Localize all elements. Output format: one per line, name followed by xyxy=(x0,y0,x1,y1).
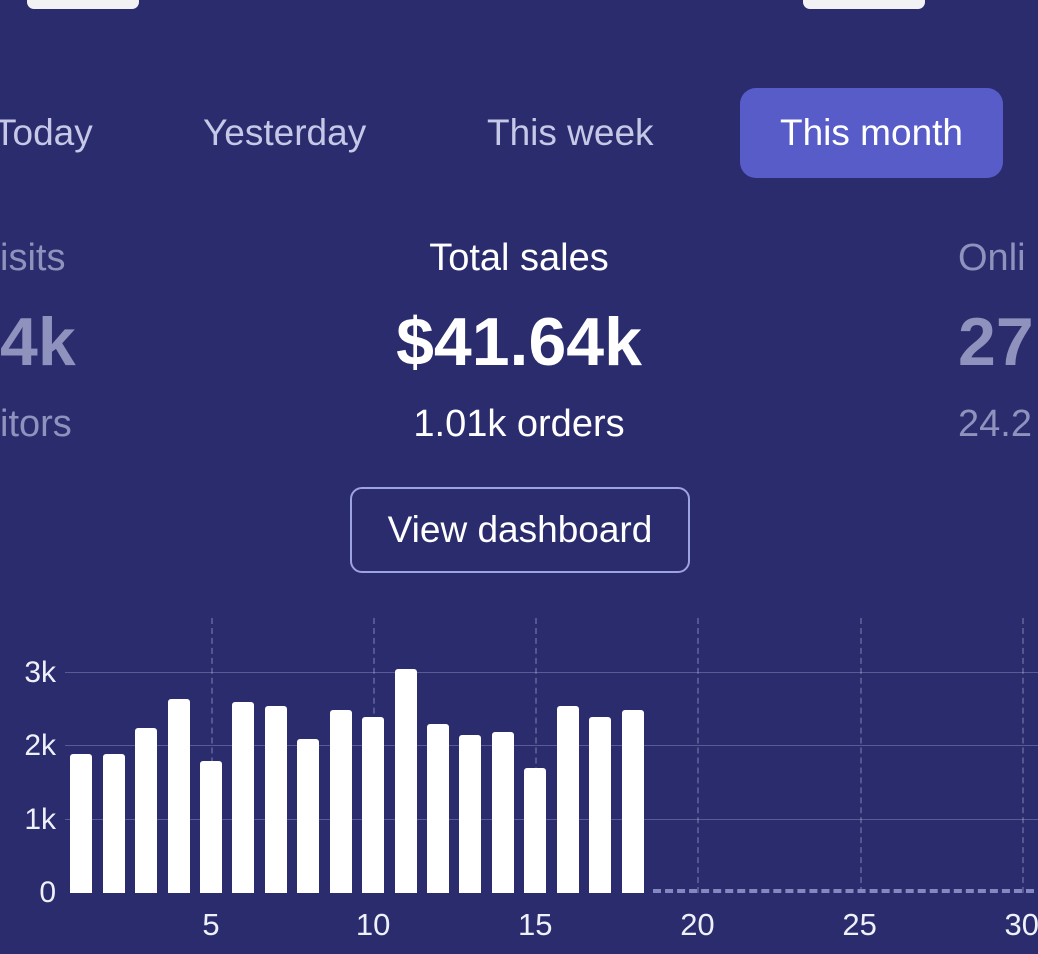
y-tick-label: 0 xyxy=(39,876,56,909)
chart-bar xyxy=(491,731,514,893)
chart-bar xyxy=(135,728,158,893)
tab-label: Today xyxy=(0,112,93,153)
tab-label: Yesterday xyxy=(203,112,367,153)
sales-bar-chart: 0 1k 2k 3k 5 10 15 20 25 30 xyxy=(0,618,1038,954)
chart-bar xyxy=(264,706,287,893)
chart-plot xyxy=(65,618,1038,893)
chart-x-axis: 5 10 15 20 25 30 xyxy=(65,907,1038,947)
view-dashboard-button[interactable]: View dashboard xyxy=(350,487,690,573)
tab-this-week[interactable]: This week xyxy=(487,88,654,178)
x-tick-label: 15 xyxy=(518,907,553,942)
visits-stat-sub: itors xyxy=(0,403,72,445)
chart-bar xyxy=(459,735,482,893)
tab-label: This week xyxy=(487,112,654,153)
online-stat-sub: 24.2 xyxy=(958,403,1032,445)
online-stat-value: 27 xyxy=(958,304,1034,380)
x-tick-label: 25 xyxy=(842,907,877,942)
chart-bar xyxy=(362,717,385,893)
y-tick-label: 1k xyxy=(24,802,56,836)
chart-bar xyxy=(524,768,547,893)
tab-label: This month xyxy=(780,112,964,153)
chart-bar xyxy=(70,753,93,893)
top-edge-fragment-left xyxy=(27,0,139,9)
top-edge-fragment-right xyxy=(803,0,925,9)
chart-bar xyxy=(589,717,612,893)
tab-yesterday[interactable]: Yesterday xyxy=(203,88,366,178)
gridline-horizontal xyxy=(65,818,1038,820)
gridline-vertical xyxy=(535,618,538,893)
no-data-baseline xyxy=(652,889,1034,893)
total-sales-label: Total sales xyxy=(429,237,609,279)
visits-stat-value: 4k xyxy=(0,304,76,380)
orders-count: 1.01k orders xyxy=(413,403,625,445)
gridline-vertical xyxy=(697,618,700,893)
chart-bar xyxy=(621,709,644,893)
chart-bar xyxy=(199,761,222,893)
chart-bar xyxy=(232,702,255,893)
chart-bar xyxy=(556,706,579,893)
gridline-vertical xyxy=(1021,618,1024,893)
time-range-tabs: Today Yesterday This week This month xyxy=(0,88,1038,178)
x-tick-label: 30 xyxy=(1004,907,1038,942)
gridline-vertical xyxy=(210,618,213,893)
chart-y-axis: 0 1k 2k 3k xyxy=(0,618,56,909)
gridline-vertical xyxy=(859,618,862,893)
gridline-horizontal xyxy=(65,745,1038,747)
x-tick-label: 20 xyxy=(680,907,715,942)
y-tick-label: 2k xyxy=(24,729,56,763)
view-dashboard-label: View dashboard xyxy=(387,509,653,550)
tab-this-month[interactable]: This month xyxy=(740,88,1004,178)
tab-today[interactable]: Today xyxy=(0,88,93,178)
online-stat-label: Onli xyxy=(958,237,1026,279)
x-tick-label: 5 xyxy=(202,907,220,942)
chart-bar xyxy=(426,724,449,893)
total-sales-value: $41.64k xyxy=(396,304,642,380)
visits-stat-label: isits xyxy=(0,237,66,279)
gridline-horizontal xyxy=(65,672,1038,673)
y-tick-label: 3k xyxy=(24,656,56,689)
chart-bar xyxy=(394,669,417,893)
chart-bar xyxy=(167,698,190,893)
chart-bar xyxy=(102,753,125,893)
chart-bar xyxy=(329,709,352,893)
x-tick-label: 10 xyxy=(355,907,391,942)
chart-bar xyxy=(297,739,320,893)
